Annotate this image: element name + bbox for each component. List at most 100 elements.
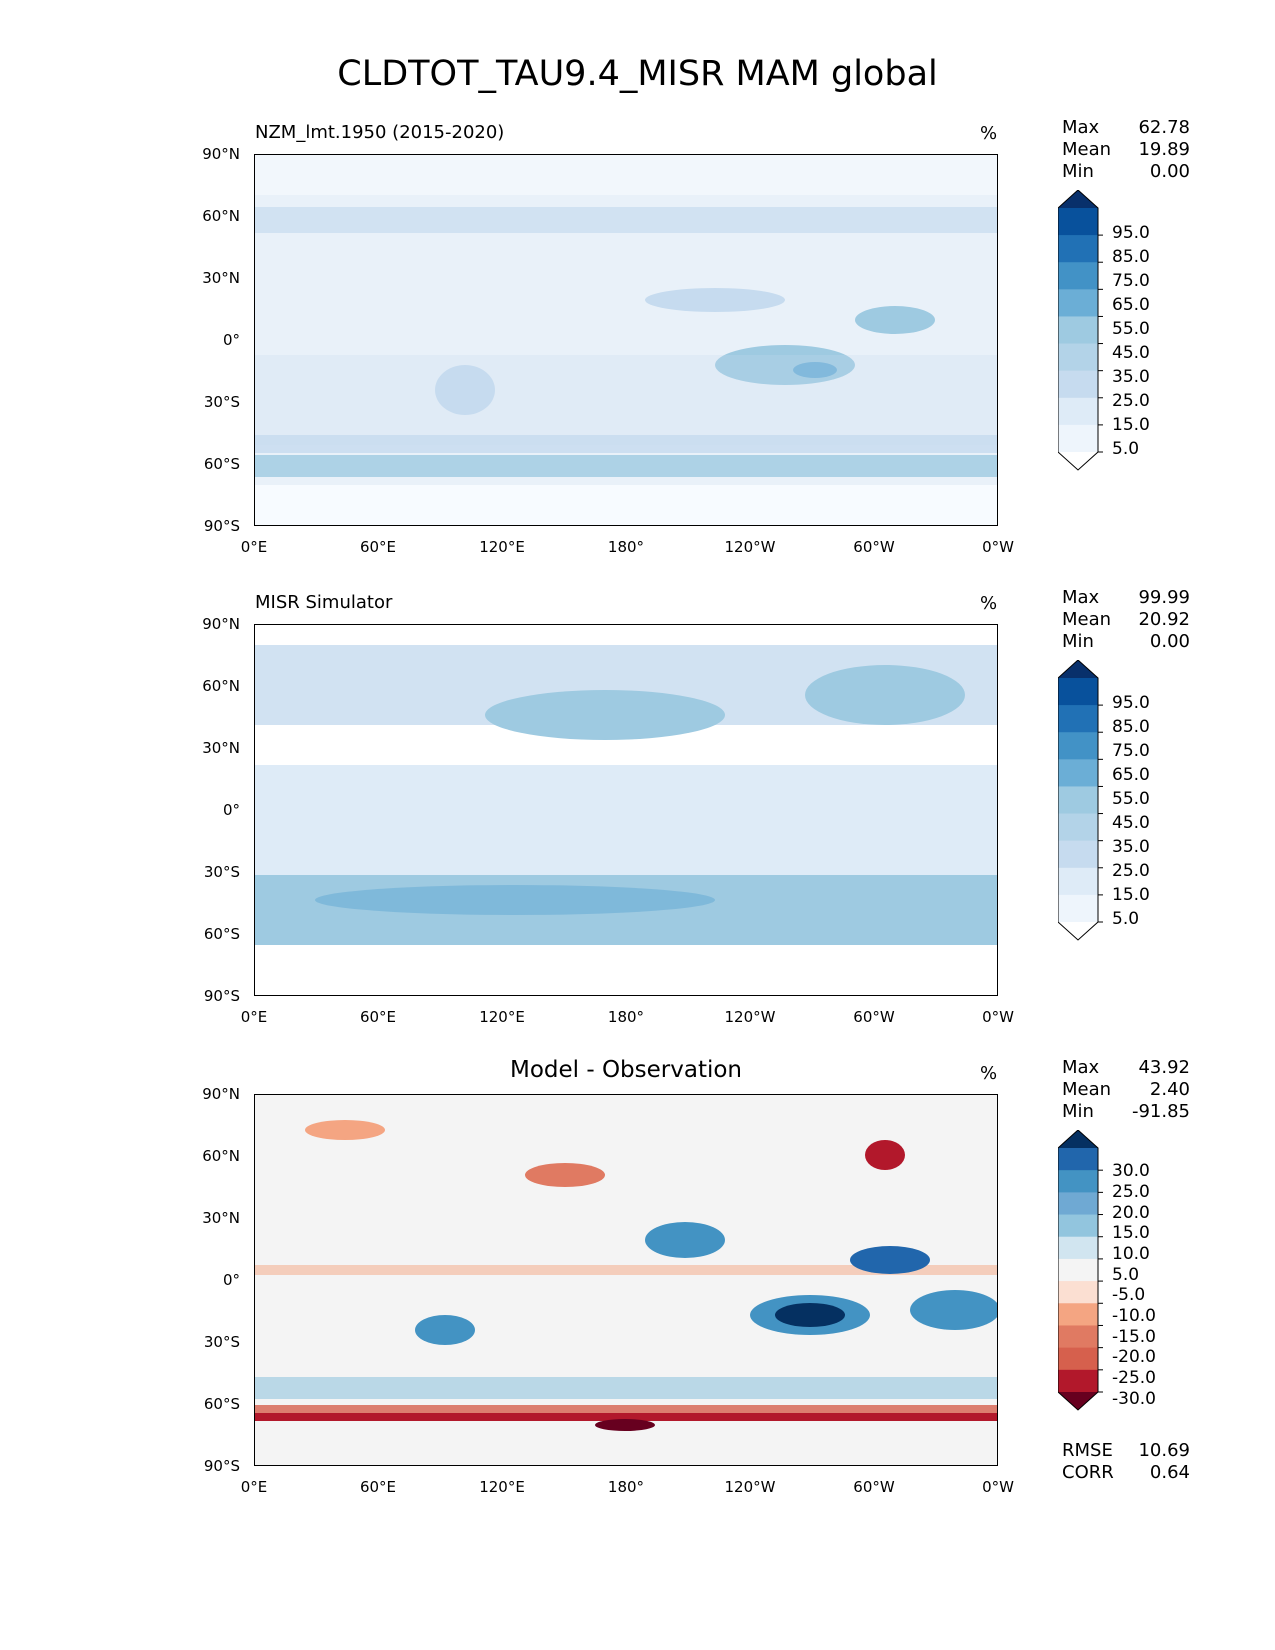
colorbar-extend-top [1058,190,1098,208]
metric-label: RMSE [1062,1440,1113,1461]
colorbar-segment [1058,1303,1098,1326]
colorbar-extend-top [1058,660,1098,678]
stat-value: 20.92 [1138,609,1190,630]
colorbar-label: 65.0 [1112,765,1150,785]
y-tick-label: 90°N [202,615,240,633]
stat-label: Mean [1062,1079,1112,1100]
y-tick-label: 60°N [202,677,240,695]
stat-label: Max [1062,587,1100,608]
stats-block: Max 99.99 Mean 20.92 Min 0.00 [1062,587,1190,653]
colorbar-segment [1058,1214,1098,1238]
panel-observation: MISR Simulator % 90°N 60°N 30°N 0° 30°S … [0,470,1275,1026]
colorbar-segment [1058,759,1098,787]
colorbar-label: 55.0 [1112,319,1150,339]
x-tick-label: 0°W [982,1008,1014,1026]
colorbar-segment [1058,867,1098,896]
units-label: % [980,593,998,614]
y-tick-label: 60°N [202,207,240,225]
y-tick-label: 30°N [202,739,240,757]
colorbar-label: 85.0 [1112,247,1150,267]
stat-value: 0.00 [1149,161,1190,182]
colorbar-label: 20.0 [1112,1203,1150,1223]
figure-title: CLDTOT_TAU9.4_MISR MAM global [337,54,938,94]
colorbar-label: 55.0 [1112,789,1150,809]
y-tick-label: 90°N [202,1085,240,1103]
y-tick-label: 90°S [203,987,240,1005]
y-tick-label: 30°S [203,393,240,411]
panel-title: Model - Observation [509,1057,743,1083]
colorbar-segment [1058,1192,1098,1216]
colorbar-extend-bottom [1058,922,1098,940]
colorbar [1058,660,1103,941]
colorbar-segment [1058,1148,1098,1171]
colorbar-segment [1058,1236,1098,1260]
panel-title: MISR Simulator [255,592,393,613]
x-tick-label: 60°W [853,1478,895,1496]
x-tick-label: 120°E [479,538,525,556]
metric-value: 10.69 [1138,1440,1190,1461]
stat-value: 0.00 [1149,631,1190,652]
panel-model: NZM_lmt.1950 (2015-2020) % 90°N 60°N 30°… [0,0,1275,556]
colorbar-label: 15.0 [1112,415,1150,435]
colorbar-segment [1058,235,1098,263]
y-tick-label: 0° [222,1271,240,1289]
y-tick-label: 30°N [202,269,240,287]
y-tick-label: 60°S [203,925,240,943]
x-tick-label: 180° [607,538,645,556]
x-tick-label: 180° [607,1008,645,1026]
colorbar-segment [1058,1281,1098,1304]
colorbar-segment [1058,1347,1098,1371]
stat-value: 62.78 [1138,117,1190,138]
stats-block: Max 62.78 Mean 19.89 Min 0.00 [1062,117,1190,183]
colorbar-label: 35.0 [1112,837,1150,857]
map-svg [255,1095,997,1465]
stat-label: Mean [1062,139,1112,160]
colorbar-label: 10.0 [1112,1244,1150,1264]
metric-label: CORR [1062,1462,1114,1483]
colorbar [1058,1130,1103,1411]
colorbar-label: -10.0 [1112,1306,1156,1326]
y-tick-label: 90°S [203,1457,240,1475]
colorbar-label: 35.0 [1112,367,1150,387]
x-tick-label: 120°W [724,538,776,556]
x-tick-label: 0°E [240,1008,268,1026]
metric-value: 0.64 [1149,1462,1190,1483]
colorbar-label: -5.0 [1112,1285,1146,1305]
stat-label: Mean [1062,609,1112,630]
units-label: % [980,1063,998,1084]
colorbar-segment [1058,370,1098,399]
colorbar-segment [1058,262,1098,290]
colorbar-label: -15.0 [1112,1327,1156,1347]
panel-title: NZM_lmt.1950 (2015-2020) [255,122,505,143]
x-tick-label: 60°W [853,538,895,556]
y-tick-label: 90°N [202,145,240,163]
x-tick-label: 120°W [724,1008,776,1026]
colorbar-label: 25.0 [1112,391,1150,411]
stat-label: Max [1062,1057,1100,1078]
colorbar-segment [1058,208,1098,236]
colorbar-segment [1058,1325,1098,1349]
colorbar-segment [1058,1369,1098,1393]
panel-difference: Model - Observation % 90°N 60°N 30°N 0° … [0,940,1275,1496]
y-tick-label: 0° [222,331,240,349]
colorbar [1058,190,1103,471]
x-tick-label: 0°E [240,538,268,556]
colorbar-segment [1058,424,1098,453]
colorbar-label: 5.0 [1112,439,1140,459]
colorbar-label: 95.0 [1112,693,1150,713]
y-tick-label: 90°S [203,517,240,535]
y-tick-label: 0° [222,801,240,819]
colorbar-label: 15.0 [1112,885,1150,905]
colorbar-label: 5.0 [1112,909,1140,929]
colorbar-label: 45.0 [1112,813,1150,833]
colorbar-segment [1058,840,1098,869]
map-svg [255,625,997,995]
colorbar-segment [1058,1258,1098,1282]
stat-label: Max [1062,117,1100,138]
stat-label: Min [1062,161,1094,182]
colorbar-label: 85.0 [1112,717,1150,737]
y-tick-label: 30°S [203,1333,240,1351]
colorbar-extend-top [1058,1130,1098,1148]
stat-value: 43.92 [1138,1057,1190,1078]
colorbar-segment [1058,1170,1098,1193]
